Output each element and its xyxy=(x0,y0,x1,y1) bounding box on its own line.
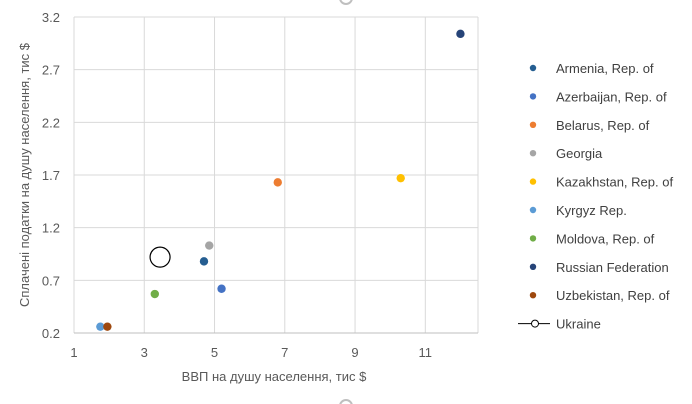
x-tick-label: 1 xyxy=(70,345,77,360)
legend-marker xyxy=(529,206,537,214)
y-tick-label: 3.2 xyxy=(42,10,60,25)
data-point-moldova-rep-of[interactable] xyxy=(150,289,159,299)
y-axis-title: Сплачені податки на душу населення, тис … xyxy=(17,42,32,307)
x-tick-label: 9 xyxy=(351,345,358,360)
data-point-kyrgyz-rep[interactable] xyxy=(96,322,105,331)
legend-marker xyxy=(529,150,537,157)
data-point-kazakhstan-rep-of[interactable] xyxy=(396,173,405,183)
y-tick-label: 2.2 xyxy=(42,115,60,130)
chart-frame-handle-top[interactable] xyxy=(339,0,353,5)
legend-entry-label: Russian Federation xyxy=(556,260,669,275)
legend-marker xyxy=(529,93,537,100)
legend-marker xyxy=(529,263,537,270)
legend-entry-label: Kyrgyz Rep. xyxy=(556,203,627,218)
legend-entry-label: Uzbekistan, Rep. of xyxy=(556,288,670,303)
chart-frame-handle-bottom[interactable] xyxy=(339,399,353,404)
legend-entry-label: Armenia, Rep. of xyxy=(556,61,654,76)
legend-marker xyxy=(529,178,537,185)
legend-marker-ukraine xyxy=(531,319,539,328)
y-tick-label: 2.7 xyxy=(42,63,60,78)
tick-labels: 0.2 0.7 1.2 1.7 2.2 2.7 3.2 1 3 5 7 9 11 xyxy=(42,10,432,360)
x-tick-label: 3 xyxy=(141,345,148,360)
legend-entry-label: Belarus, Rep. of xyxy=(556,118,650,133)
data-point-georgia[interactable] xyxy=(205,241,214,250)
x-tick-label: 5 xyxy=(211,345,218,360)
gridlines xyxy=(73,16,479,334)
x-axis-title: ВВП на душу населення, тис $ xyxy=(182,369,367,384)
data-point-armenia-rep-of[interactable] xyxy=(199,257,209,266)
data-point-russian-federation[interactable] xyxy=(456,29,465,39)
y-tick-label: 0.7 xyxy=(42,273,60,288)
legend-marker xyxy=(529,235,537,242)
legend-marker xyxy=(529,292,537,299)
y-tick-label: 1.7 xyxy=(42,168,60,183)
data-points xyxy=(96,29,465,331)
legend-entry-label: Kazakhstan, Rep. of xyxy=(556,175,673,190)
legend-marker xyxy=(529,64,537,72)
legend: Armenia, Rep. of Azerbaijan, Rep. of Belar… xyxy=(518,61,673,332)
legend-entry-label: Moldova, Rep. of xyxy=(556,231,655,246)
x-tick-label: 7 xyxy=(281,345,288,360)
data-point-belarus-rep-of[interactable] xyxy=(273,178,282,187)
x-tick-label: 11 xyxy=(419,345,433,360)
y-tick-label: 0.2 xyxy=(42,326,60,341)
legend-entry-label: Ukraine xyxy=(556,317,601,332)
data-point-ukraine[interactable] xyxy=(149,246,171,268)
legend-entry-label: Georgia xyxy=(556,146,603,161)
data-point-uzbekistan-rep-of[interactable] xyxy=(103,322,112,331)
data-point-azerbaijan-rep-of[interactable] xyxy=(217,284,226,293)
legend-entry-label: Azerbaijan, Rep. of xyxy=(556,89,667,104)
y-tick-label: 1.2 xyxy=(42,221,60,236)
legend-marker xyxy=(529,121,537,128)
